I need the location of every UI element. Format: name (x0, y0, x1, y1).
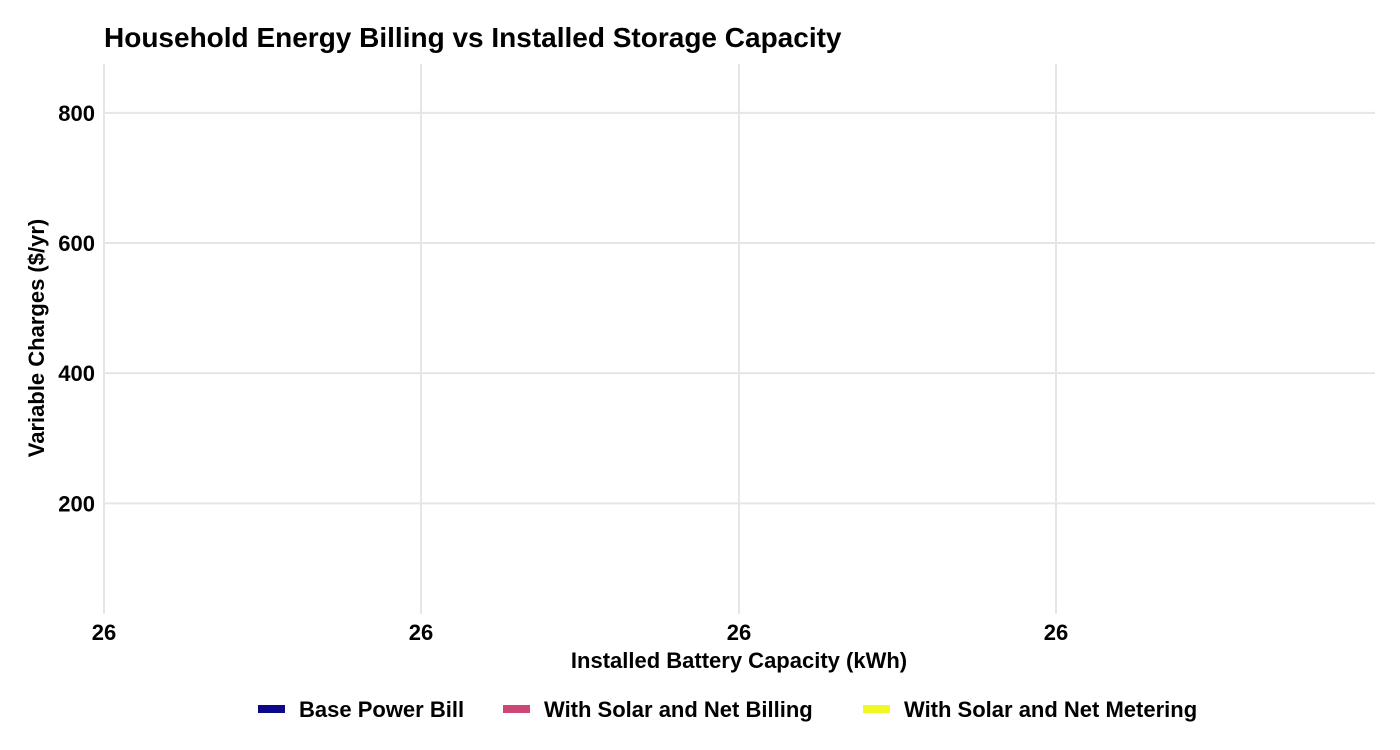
chart-title: Household Energy Billing vs Installed St… (104, 22, 842, 53)
x-axis-title: Installed Battery Capacity (kWh) (571, 648, 907, 673)
x-tick-label: 26 (727, 620, 751, 645)
y-tick-labels: 200 400 600 800 (58, 101, 95, 517)
y-axis-title: Variable Charges ($/yr) (24, 219, 49, 457)
legend-swatch (503, 705, 530, 713)
legend-label: Base Power Bill (299, 697, 464, 722)
y-tick-label: 400 (58, 361, 95, 386)
y-tick-label: 600 (58, 231, 95, 256)
x-tick-labels: 26 26 26 26 (92, 620, 1068, 645)
legend: Base Power Bill With Solar and Net Billin… (258, 697, 1197, 722)
legend-label: With Solar and Net Metering (904, 697, 1197, 722)
x-tick-label: 26 (92, 620, 116, 645)
legend-swatch (258, 705, 285, 713)
x-tick-label: 26 (409, 620, 433, 645)
x-gridlines (103, 64, 1057, 614)
legend-label: With Solar and Net Billing (544, 697, 813, 722)
y-tick-label: 200 (58, 491, 95, 516)
y-tick-label: 800 (58, 101, 95, 126)
x-tick-label: 26 (1044, 620, 1068, 645)
legend-swatch (863, 705, 890, 713)
